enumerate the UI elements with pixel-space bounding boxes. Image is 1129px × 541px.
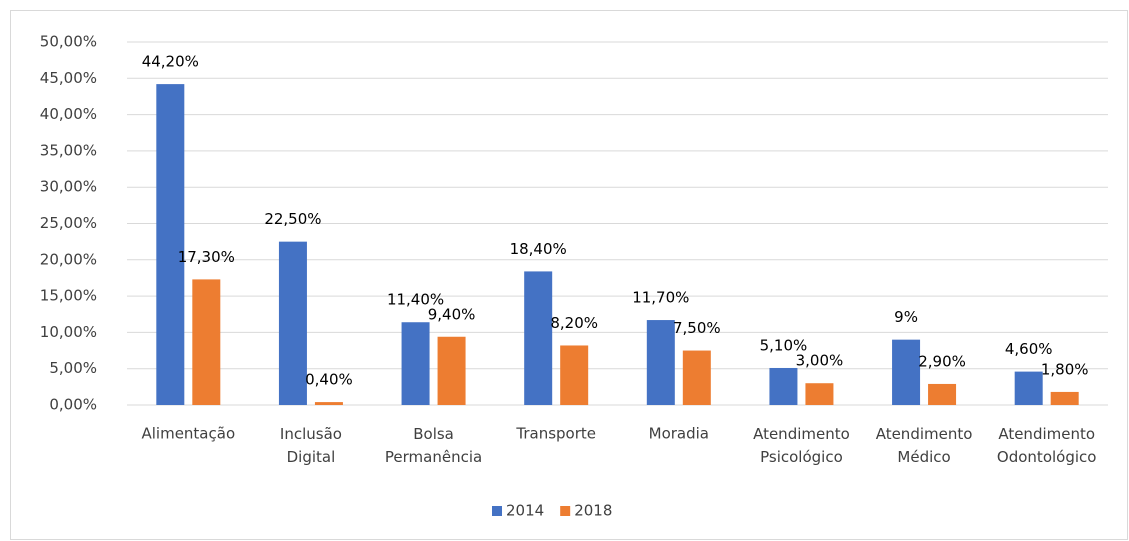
bar	[278, 241, 307, 405]
data-label: 8,20%	[550, 314, 598, 332]
y-tick-label: 25,00%	[40, 214, 97, 232]
y-tick-label: 40,00%	[40, 105, 97, 123]
bar	[892, 339, 921, 405]
x-tick-label: Alimentação	[141, 425, 235, 443]
x-tick-label: Atendimento Odontológico	[997, 425, 1097, 466]
data-label: 0,40%	[305, 371, 353, 389]
data-label: 11,70%	[632, 289, 689, 307]
legend-swatch	[560, 506, 571, 516]
x-tick-label: Atendimento Médico	[876, 425, 973, 466]
data-label: 17,30%	[178, 248, 235, 266]
data-label: 5,10%	[760, 336, 808, 354]
x-tick-label: Bolsa Permanência	[385, 425, 482, 466]
legend-label: 2018	[574, 502, 612, 520]
y-tick-label: 0,00%	[49, 396, 97, 414]
y-tick-label: 10,00%	[40, 323, 97, 341]
x-tick-label: Transporte	[515, 425, 596, 443]
bar	[156, 84, 185, 405]
bar	[769, 367, 798, 405]
y-tick-label: 30,00%	[40, 178, 97, 196]
legend-label: 2014	[506, 502, 544, 520]
y-tick-label: 5,00%	[49, 359, 97, 377]
chart-border	[10, 10, 1128, 540]
bar	[1014, 371, 1043, 405]
x-tick-label: Inclusão Digital	[280, 425, 342, 466]
legend-swatch	[492, 506, 502, 516]
bar	[646, 320, 675, 405]
data-label: 3,00%	[796, 352, 844, 370]
data-label: 2,90%	[918, 352, 966, 370]
y-tick-label: 15,00%	[40, 287, 97, 305]
y-tick-label: 45,00%	[40, 69, 97, 87]
bar	[805, 383, 834, 405]
bar	[401, 322, 430, 405]
y-tick-label: 35,00%	[40, 141, 97, 159]
data-label: 9%	[894, 308, 918, 326]
x-tick-label: Atendimento Psicológico	[753, 425, 850, 466]
bar	[928, 383, 957, 405]
data-label: 1,80%	[1041, 360, 1089, 378]
bar	[524, 271, 553, 405]
data-label: 44,20%	[142, 53, 199, 71]
bar	[437, 336, 466, 405]
data-label: 18,40%	[510, 240, 567, 258]
x-tick-label: Moradia	[649, 425, 709, 443]
bar	[1050, 391, 1079, 405]
data-label: 4,60%	[1005, 340, 1053, 358]
y-tick-label: 20,00%	[40, 250, 97, 268]
data-label: 22,50%	[264, 210, 321, 228]
bar	[560, 345, 589, 405]
data-label: 9,40%	[428, 305, 476, 323]
bar	[682, 350, 711, 405]
data-label: 7,50%	[673, 319, 721, 337]
bar	[192, 279, 221, 405]
y-tick-label: 50,00%	[40, 33, 97, 51]
data-label: 11,40%	[387, 291, 444, 309]
bar	[314, 402, 343, 405]
